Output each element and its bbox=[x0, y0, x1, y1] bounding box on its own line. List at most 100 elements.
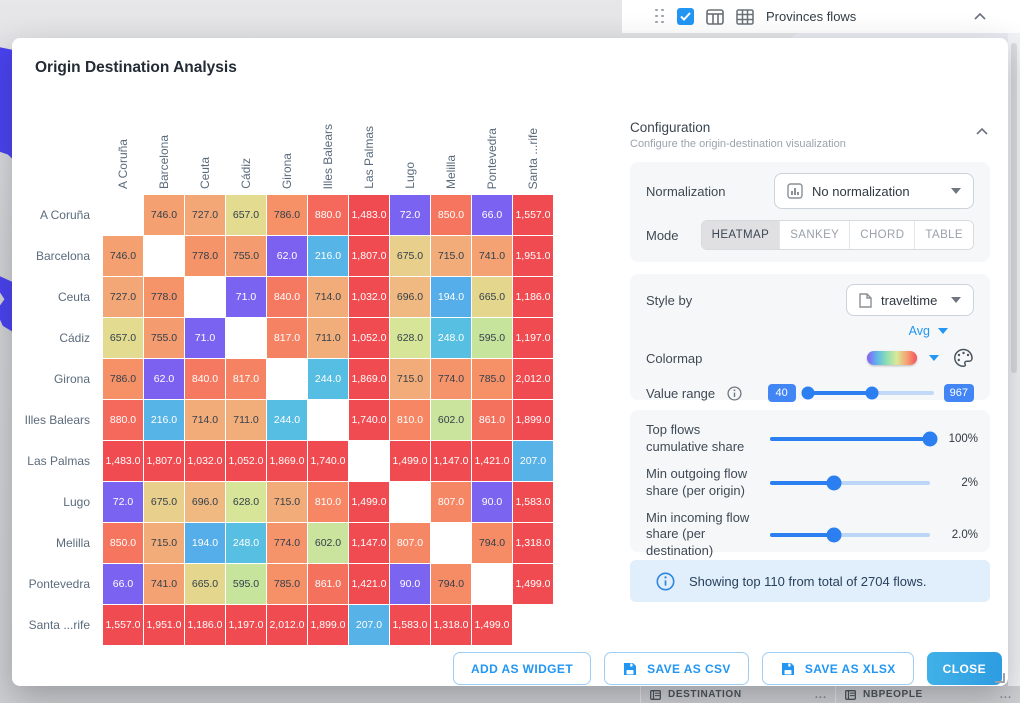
heatmap-cell[interactable]: 248.0 bbox=[226, 523, 266, 563]
mode-heatmap-button[interactable]: HEATMAP bbox=[701, 221, 780, 249]
heatmap-cell[interactable]: 785.0 bbox=[472, 359, 512, 399]
mode-sankey-button[interactable]: SANKEY bbox=[779, 221, 850, 249]
heatmap-cell[interactable]: 1,052.0 bbox=[349, 318, 389, 358]
heatmap-cell[interactable]: 746.0 bbox=[144, 195, 184, 235]
close-button[interactable]: CLOSE bbox=[926, 652, 1002, 685]
drag-handle-icon[interactable] bbox=[655, 8, 665, 25]
chevron-up-icon[interactable] bbox=[976, 128, 988, 135]
heatmap-cell[interactable]: 1,951.0 bbox=[144, 605, 184, 645]
heatmap-cell[interactable]: 817.0 bbox=[226, 359, 266, 399]
heatmap-cell[interactable]: 1,869.0 bbox=[267, 441, 307, 481]
value-range-low-handle[interactable] bbox=[801, 386, 815, 400]
min-outgoing-slider[interactable] bbox=[770, 475, 930, 491]
heatmap-cell[interactable]: 1,052.0 bbox=[226, 441, 266, 481]
column-header-nbpeople[interactable]: NBPEOPLE ... bbox=[835, 686, 1020, 703]
heatmap-cell[interactable]: 244.0 bbox=[267, 400, 307, 440]
heatmap-cell[interactable]: 248.0 bbox=[431, 318, 471, 358]
heatmap-cell[interactable]: 774.0 bbox=[431, 359, 471, 399]
heatmap-cell[interactable]: 715.0 bbox=[390, 359, 430, 399]
heatmap-cell[interactable]: 1,899.0 bbox=[308, 605, 348, 645]
heatmap-cell[interactable]: 850.0 bbox=[103, 523, 143, 563]
value-range-high-handle[interactable] bbox=[865, 386, 879, 400]
heatmap-cell[interactable]: 778.0 bbox=[144, 277, 184, 317]
column-menu-icon[interactable]: ... bbox=[814, 688, 827, 701]
slider-handle[interactable] bbox=[826, 475, 842, 491]
heatmap-cell[interactable]: 861.0 bbox=[308, 564, 348, 604]
heatmap-cell[interactable]: 741.0 bbox=[144, 564, 184, 604]
heatmap-cell[interactable]: 1,186.0 bbox=[185, 605, 225, 645]
heatmap-cell[interactable]: 1,483.0 bbox=[349, 195, 389, 235]
heatmap-cell[interactable]: 2,012.0 bbox=[513, 359, 553, 399]
heatmap-cell[interactable]: 602.0 bbox=[431, 400, 471, 440]
palette-icon[interactable] bbox=[953, 348, 974, 368]
heatmap-cell[interactable]: 1,318.0 bbox=[431, 605, 471, 645]
heatmap-cell[interactable]: 1,197.0 bbox=[513, 318, 553, 358]
heatmap-cell[interactable]: 72.0 bbox=[390, 195, 430, 235]
heatmap-cell[interactable]: 657.0 bbox=[103, 318, 143, 358]
heatmap-cell[interactable]: 1,499.0 bbox=[390, 441, 430, 481]
heatmap-cell[interactable]: 810.0 bbox=[308, 482, 348, 522]
save-as-xlsx-button[interactable]: SAVE AS XLSX bbox=[761, 652, 914, 685]
heatmap-cell[interactable]: 810.0 bbox=[390, 400, 430, 440]
heatmap-cell[interactable]: 1,583.0 bbox=[513, 482, 553, 522]
heatmap-cell[interactable]: 727.0 bbox=[185, 195, 225, 235]
heatmap-cell[interactable]: 727.0 bbox=[103, 277, 143, 317]
top-flows-slider[interactable] bbox=[770, 431, 938, 447]
slider-handle[interactable] bbox=[922, 431, 938, 447]
heatmap-cell[interactable]: 71.0 bbox=[185, 318, 225, 358]
heatmap-cell[interactable]: 715.0 bbox=[431, 236, 471, 276]
heatmap-cell[interactable]: 1,032.0 bbox=[185, 441, 225, 481]
heatmap-cell[interactable]: 711.0 bbox=[226, 400, 266, 440]
heatmap-cell[interactable]: 1,147.0 bbox=[431, 441, 471, 481]
heatmap-cell[interactable]: 1,740.0 bbox=[308, 441, 348, 481]
heatmap-cell[interactable]: 714.0 bbox=[308, 277, 348, 317]
normalization-select[interactable]: No normalization bbox=[774, 173, 974, 209]
heatmap-cell[interactable]: 244.0 bbox=[308, 359, 348, 399]
heatmap-cell[interactable]: 71.0 bbox=[226, 277, 266, 317]
heatmap-cell[interactable]: 794.0 bbox=[472, 523, 512, 563]
heatmap-cell[interactable]: 62.0 bbox=[267, 236, 307, 276]
heatmap-cell[interactable]: 755.0 bbox=[144, 318, 184, 358]
heatmap-cell[interactable]: 595.0 bbox=[472, 318, 512, 358]
scrollbar-thumb[interactable] bbox=[1011, 43, 1017, 373]
heatmap-cell[interactable]: 1,421.0 bbox=[472, 441, 512, 481]
heatmap-cell[interactable]: 194.0 bbox=[431, 277, 471, 317]
min-incoming-slider[interactable] bbox=[770, 527, 930, 543]
mode-table-button[interactable]: TABLE bbox=[914, 221, 973, 249]
heatmap-cell[interactable]: 715.0 bbox=[144, 523, 184, 563]
heatmap-cell[interactable]: 657.0 bbox=[226, 195, 266, 235]
heatmap-cell[interactable]: 1,557.0 bbox=[513, 195, 553, 235]
heatmap-cell[interactable]: 216.0 bbox=[308, 236, 348, 276]
chevron-down-icon[interactable] bbox=[929, 355, 939, 361]
heatmap-cell[interactable]: 1,807.0 bbox=[349, 236, 389, 276]
heatmap-cell[interactable]: 786.0 bbox=[103, 359, 143, 399]
heatmap-cell[interactable]: 675.0 bbox=[144, 482, 184, 522]
heatmap-cell[interactable]: 1,318.0 bbox=[513, 523, 553, 563]
mode-chord-button[interactable]: CHORD bbox=[849, 221, 915, 249]
heatmap-cell[interactable]: 207.0 bbox=[349, 605, 389, 645]
heatmap-cell[interactable]: 711.0 bbox=[308, 318, 348, 358]
heatmap-cell[interactable]: 90.0 bbox=[390, 564, 430, 604]
heatmap-cell[interactable]: 1,032.0 bbox=[349, 277, 389, 317]
heatmap-cell[interactable]: 2,012.0 bbox=[267, 605, 307, 645]
resize-handle[interactable] bbox=[995, 673, 1005, 683]
heatmap-cell[interactable]: 1,197.0 bbox=[226, 605, 266, 645]
heatmap-cell[interactable]: 665.0 bbox=[472, 277, 512, 317]
heatmap-cell[interactable]: 1,557.0 bbox=[103, 605, 143, 645]
heatmap-cell[interactable]: 774.0 bbox=[267, 523, 307, 563]
heatmap-cell[interactable]: 62.0 bbox=[144, 359, 184, 399]
add-as-widget-button[interactable]: ADD AS WIDGET bbox=[452, 652, 592, 685]
heatmap-cell[interactable]: 880.0 bbox=[103, 400, 143, 440]
aggregation-dropdown[interactable]: Avg bbox=[646, 324, 948, 338]
heatmap-cell[interactable]: 216.0 bbox=[144, 400, 184, 440]
heatmap-cell[interactable]: 714.0 bbox=[185, 400, 225, 440]
slider-handle[interactable] bbox=[826, 527, 842, 543]
heatmap-cell[interactable]: 1,147.0 bbox=[349, 523, 389, 563]
heatmap-cell[interactable]: 90.0 bbox=[472, 482, 512, 522]
heatmap-cell[interactable]: 1,499.0 bbox=[472, 605, 512, 645]
heatmap-cell[interactable]: 861.0 bbox=[472, 400, 512, 440]
heatmap-cell[interactable]: 840.0 bbox=[267, 277, 307, 317]
heatmap-cell[interactable]: 1,740.0 bbox=[349, 400, 389, 440]
save-as-csv-button[interactable]: SAVE AS CSV bbox=[604, 652, 749, 685]
heatmap-cell[interactable]: 817.0 bbox=[267, 318, 307, 358]
